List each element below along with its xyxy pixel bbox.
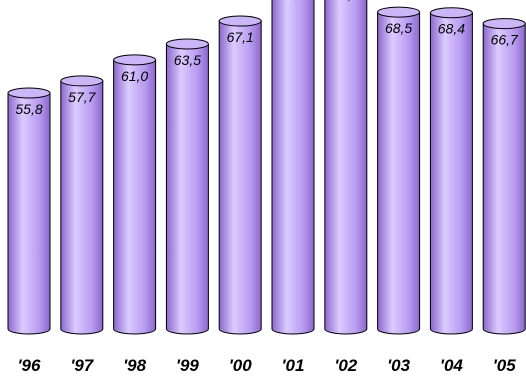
bar-top-05 <box>482 18 526 30</box>
bar-99 <box>165 43 209 335</box>
x-tick-label: '96 <box>18 356 41 375</box>
value-label: 73,9 <box>279 0 306 2</box>
bar-top-99 <box>165 38 209 50</box>
value-label: 68,5 <box>385 20 412 36</box>
x-tick-label: '03 <box>387 356 410 375</box>
x-tick-label: '99 <box>176 356 199 375</box>
bars-group <box>7 0 526 335</box>
bar-04 <box>429 12 473 335</box>
x-tick-label: '01 <box>282 356 305 375</box>
value-label: 68,4 <box>438 21 465 37</box>
bar-top-03 <box>377 6 421 18</box>
bar-top-98 <box>113 54 157 66</box>
year-labels-group: '96 '97 '98 '99 '00 '01 '02 '03 '04 '05 <box>18 356 517 375</box>
bar-96 <box>7 92 51 335</box>
bar-98 <box>113 59 157 335</box>
bar-top-97 <box>60 75 104 87</box>
x-tick-label: '02 <box>334 356 357 375</box>
value-labels-group: 55,8 57,7 61,0 63,5 67,1 73,9 73,8 68,5 68,4 66,7 <box>15 0 519 117</box>
x-tick-label: '98 <box>123 356 146 375</box>
value-label: 66,7 <box>491 32 519 48</box>
bar-top-00 <box>218 15 262 27</box>
bar-01 <box>271 0 315 335</box>
bar-00 <box>218 20 262 335</box>
value-label: 73,8 <box>332 0 359 2</box>
x-tick-label: '97 <box>70 356 94 375</box>
value-label: 67,1 <box>227 29 254 45</box>
bar-02 <box>324 0 368 335</box>
bar-top-96 <box>7 87 51 99</box>
bar-top-04 <box>429 7 473 19</box>
value-label: 63,5 <box>174 52 201 68</box>
x-tick-label: '04 <box>440 356 463 375</box>
value-label: 55,8 <box>15 101 42 117</box>
x-tick-label: '05 <box>493 356 516 375</box>
value-label: 61,0 <box>121 68 148 84</box>
bar-05 <box>482 23 526 335</box>
x-tick-label: '00 <box>229 356 252 375</box>
value-label: 57,7 <box>68 89 96 105</box>
bar-03 <box>377 11 421 335</box>
bar-97 <box>60 80 104 335</box>
